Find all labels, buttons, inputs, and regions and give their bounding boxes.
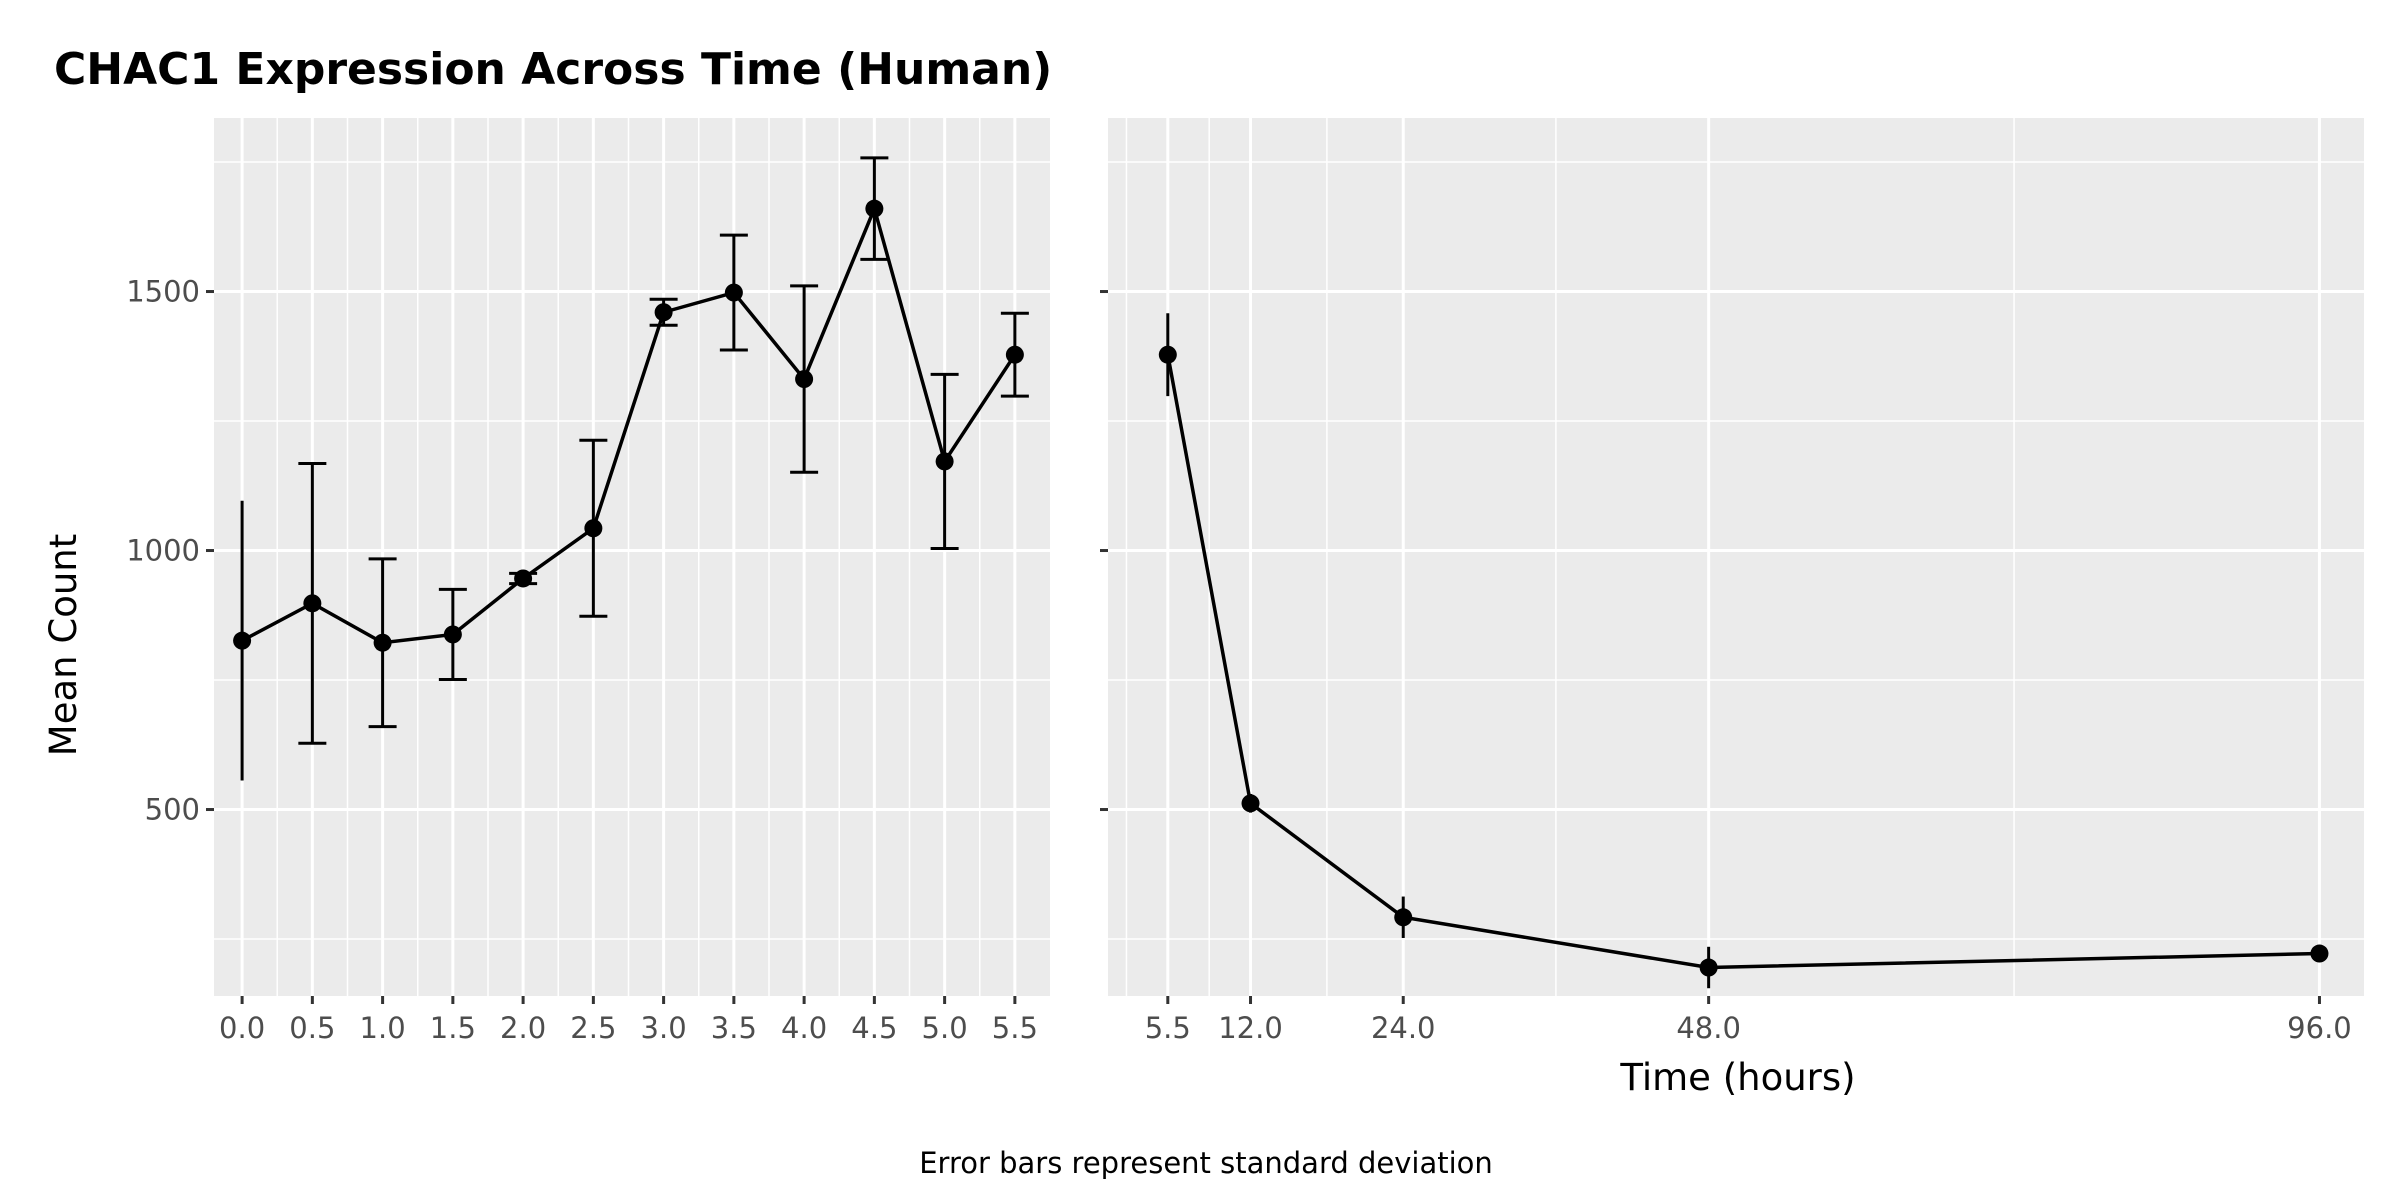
panel-background	[1108, 118, 2364, 996]
x-tick-label: 48.0	[1676, 1011, 1741, 1045]
data-point	[724, 283, 743, 302]
panel-early: 500 1000 1500 0.0 0.5 1.0 1.5 2.0 2.5 3.0 3.5 4.0 4.…	[126, 118, 1050, 1045]
data-point	[2310, 944, 2329, 963]
data-point	[584, 519, 603, 538]
x-tick-label: 1.5	[430, 1011, 476, 1045]
x-tick-label: 5.5	[992, 1011, 1038, 1045]
x-axis-label: Time (hours)	[1619, 1056, 1855, 1099]
data-point	[514, 569, 533, 588]
data-point	[443, 625, 462, 644]
y-axis-label: Mean Count	[42, 534, 85, 756]
x-tick-label: 5.0	[922, 1011, 968, 1045]
panel-late: 5.5 12.0 24.0 48.0 96.0	[1100, 118, 2364, 1045]
x-tick-label: 24.0	[1371, 1011, 1436, 1045]
y-tick-label: 1500	[126, 275, 200, 309]
x-tick-label: 5.5	[1145, 1011, 1191, 1045]
data-point	[1699, 958, 1718, 977]
data-point	[373, 633, 392, 652]
data-point	[935, 452, 954, 471]
x-tick-label: 0.0	[219, 1011, 265, 1045]
data-point	[865, 199, 884, 218]
series-line	[241, 203, 1017, 645]
y-tick-label: 1000	[126, 534, 200, 568]
x-tick-label: 4.0	[781, 1011, 827, 1045]
x-tick-label: 3.5	[711, 1011, 757, 1045]
panel-background	[214, 118, 1050, 996]
x-tick-label: 4.5	[851, 1011, 897, 1045]
data-point	[1394, 908, 1413, 927]
data-point	[233, 631, 252, 650]
data-point	[654, 303, 673, 322]
data-point	[1005, 345, 1024, 364]
data-point	[303, 594, 322, 613]
x-tick-label: 0.5	[289, 1011, 335, 1045]
x-tick-label: 1.0	[360, 1011, 406, 1045]
chart-title: CHAC1 Expression Across Time (Human)	[54, 44, 1052, 95]
y-tick-label: 500	[145, 793, 200, 827]
plot-panels: 500 1000 1500 0.0 0.5 1.0 1.5 2.0 2.5 3.0 3.5 4.0 4.…	[126, 118, 2364, 1045]
x-tick-label: 12.0	[1218, 1011, 1283, 1045]
x-tick-label: 96.0	[2287, 1011, 2352, 1045]
data-point	[795, 370, 814, 389]
x-tick-label: 3.0	[641, 1011, 687, 1045]
chart-caption: Error bars represent standard deviation	[919, 1146, 1493, 1180]
x-tick-label: 2.0	[500, 1011, 546, 1045]
x-tick-label: 2.5	[570, 1011, 616, 1045]
data-point	[1241, 794, 1260, 813]
data-point	[1158, 345, 1177, 364]
